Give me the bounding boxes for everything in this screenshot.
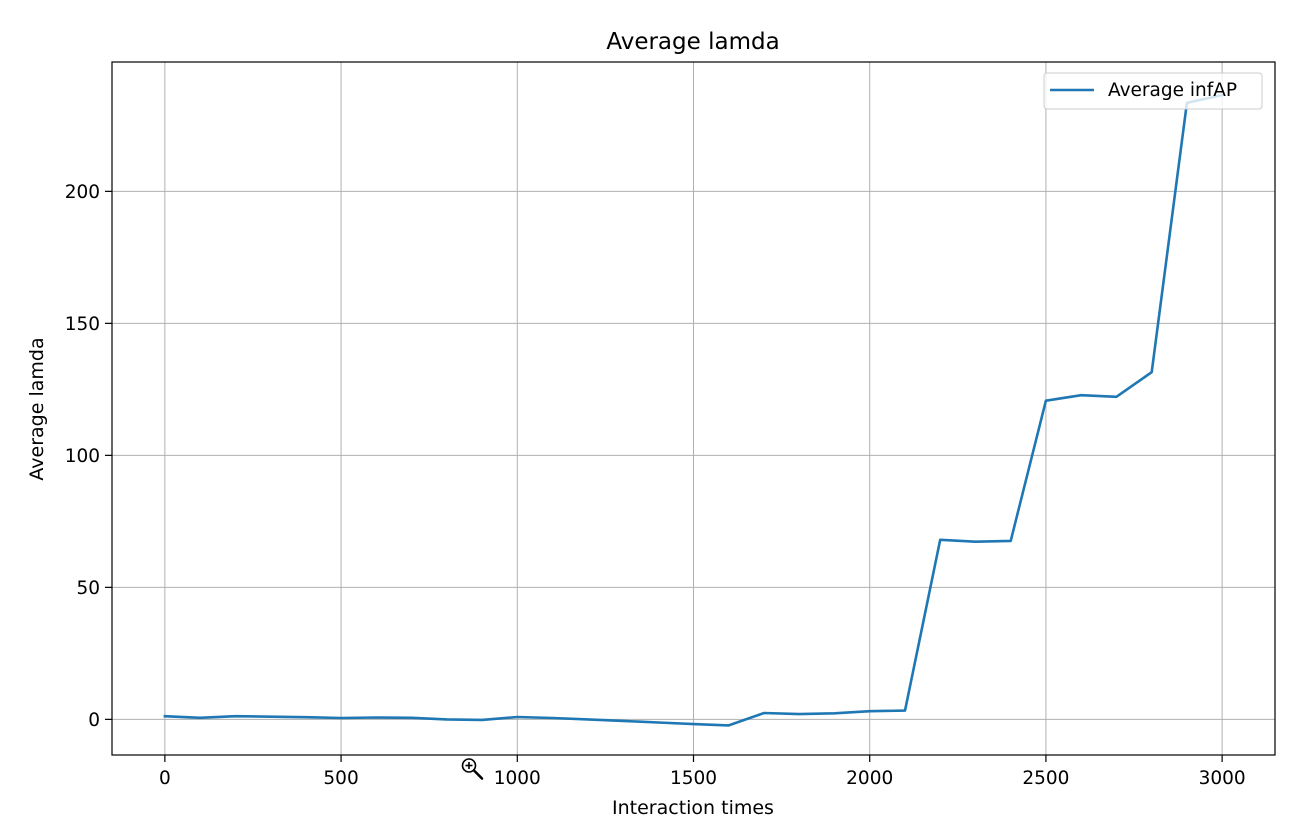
x-tick-label: 2000 bbox=[846, 768, 893, 789]
x-axis: 0 500 1000 1500 2000 2500 3000 bbox=[159, 755, 1246, 789]
x-tick-label: 1500 bbox=[670, 768, 717, 789]
zoom-cursor-icon bbox=[461, 758, 484, 780]
grid-lines bbox=[112, 62, 1275, 755]
series-line-0 bbox=[163, 93, 1224, 727]
x-tick-label: 2500 bbox=[1022, 768, 1069, 789]
legend-box bbox=[1043, 72, 1263, 110]
y-tick-label: 150 bbox=[65, 314, 100, 335]
chart-title: Average lamda bbox=[606, 29, 779, 55]
x-tick-label: 0 bbox=[159, 768, 171, 789]
y-tick-label: 0 bbox=[88, 710, 100, 731]
y-tick-label: 50 bbox=[76, 578, 100, 599]
x-axis-label: Interaction times bbox=[612, 797, 774, 819]
x-tick-label: 500 bbox=[323, 768, 358, 789]
x-tick-label: 1000 bbox=[494, 768, 541, 789]
y-axis: 0 50 100 150 200 bbox=[65, 182, 112, 731]
y-tick-label: 100 bbox=[65, 446, 100, 467]
x-tick-label: 3000 bbox=[1199, 768, 1246, 789]
legend: Average infAP bbox=[1043, 72, 1263, 110]
series-layer bbox=[163, 93, 1224, 727]
y-axis-label: Average lamda bbox=[26, 337, 48, 480]
y-tick-label: 200 bbox=[65, 182, 100, 203]
legend-label: Average infAP bbox=[1108, 80, 1237, 101]
